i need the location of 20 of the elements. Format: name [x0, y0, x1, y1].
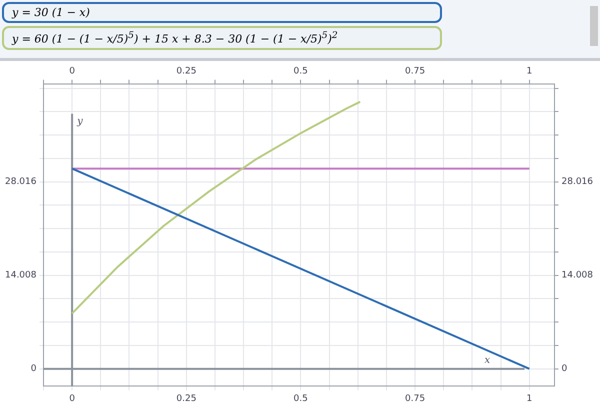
x-tick-label: 0.5 — [294, 66, 308, 77]
y2-tick-label: 28.016 — [562, 177, 594, 188]
y2-tick-label: 0 — [562, 364, 568, 374]
x-tick-label: 0.75 — [405, 66, 426, 77]
x-tick-label: 0 — [69, 66, 76, 77]
x2-tick-label: 0 — [69, 394, 76, 404]
y-tick-label: 0 — [30, 364, 37, 374]
x2-tick-label: 1 — [526, 394, 532, 404]
x-tick-label: 1 — [526, 66, 532, 77]
y-tick-label: 28.016 — [4, 177, 37, 188]
text: y = 30 (1 − x) — [2, 2, 442, 23]
x2-tick-label: 0.5 — [294, 394, 308, 404]
x-axis-title: x — [484, 354, 491, 366]
y-axis-title: y — [76, 116, 84, 127]
x-tick-label: 0.25 — [176, 66, 196, 77]
y2-tick-label: 14.008 — [562, 270, 594, 281]
y-tick-label: 14.008 — [4, 270, 37, 281]
x2-tick-label: 0.75 — [405, 394, 426, 404]
x2-tick-label: 0.25 — [176, 394, 196, 404]
text: y = 60 (1 − (1 − x/5)$^{5}$) + 15 x + 8.3 − 30 (1 − (1 − x/5)$^{5}$)$^{2}$ — [2, 26, 442, 50]
